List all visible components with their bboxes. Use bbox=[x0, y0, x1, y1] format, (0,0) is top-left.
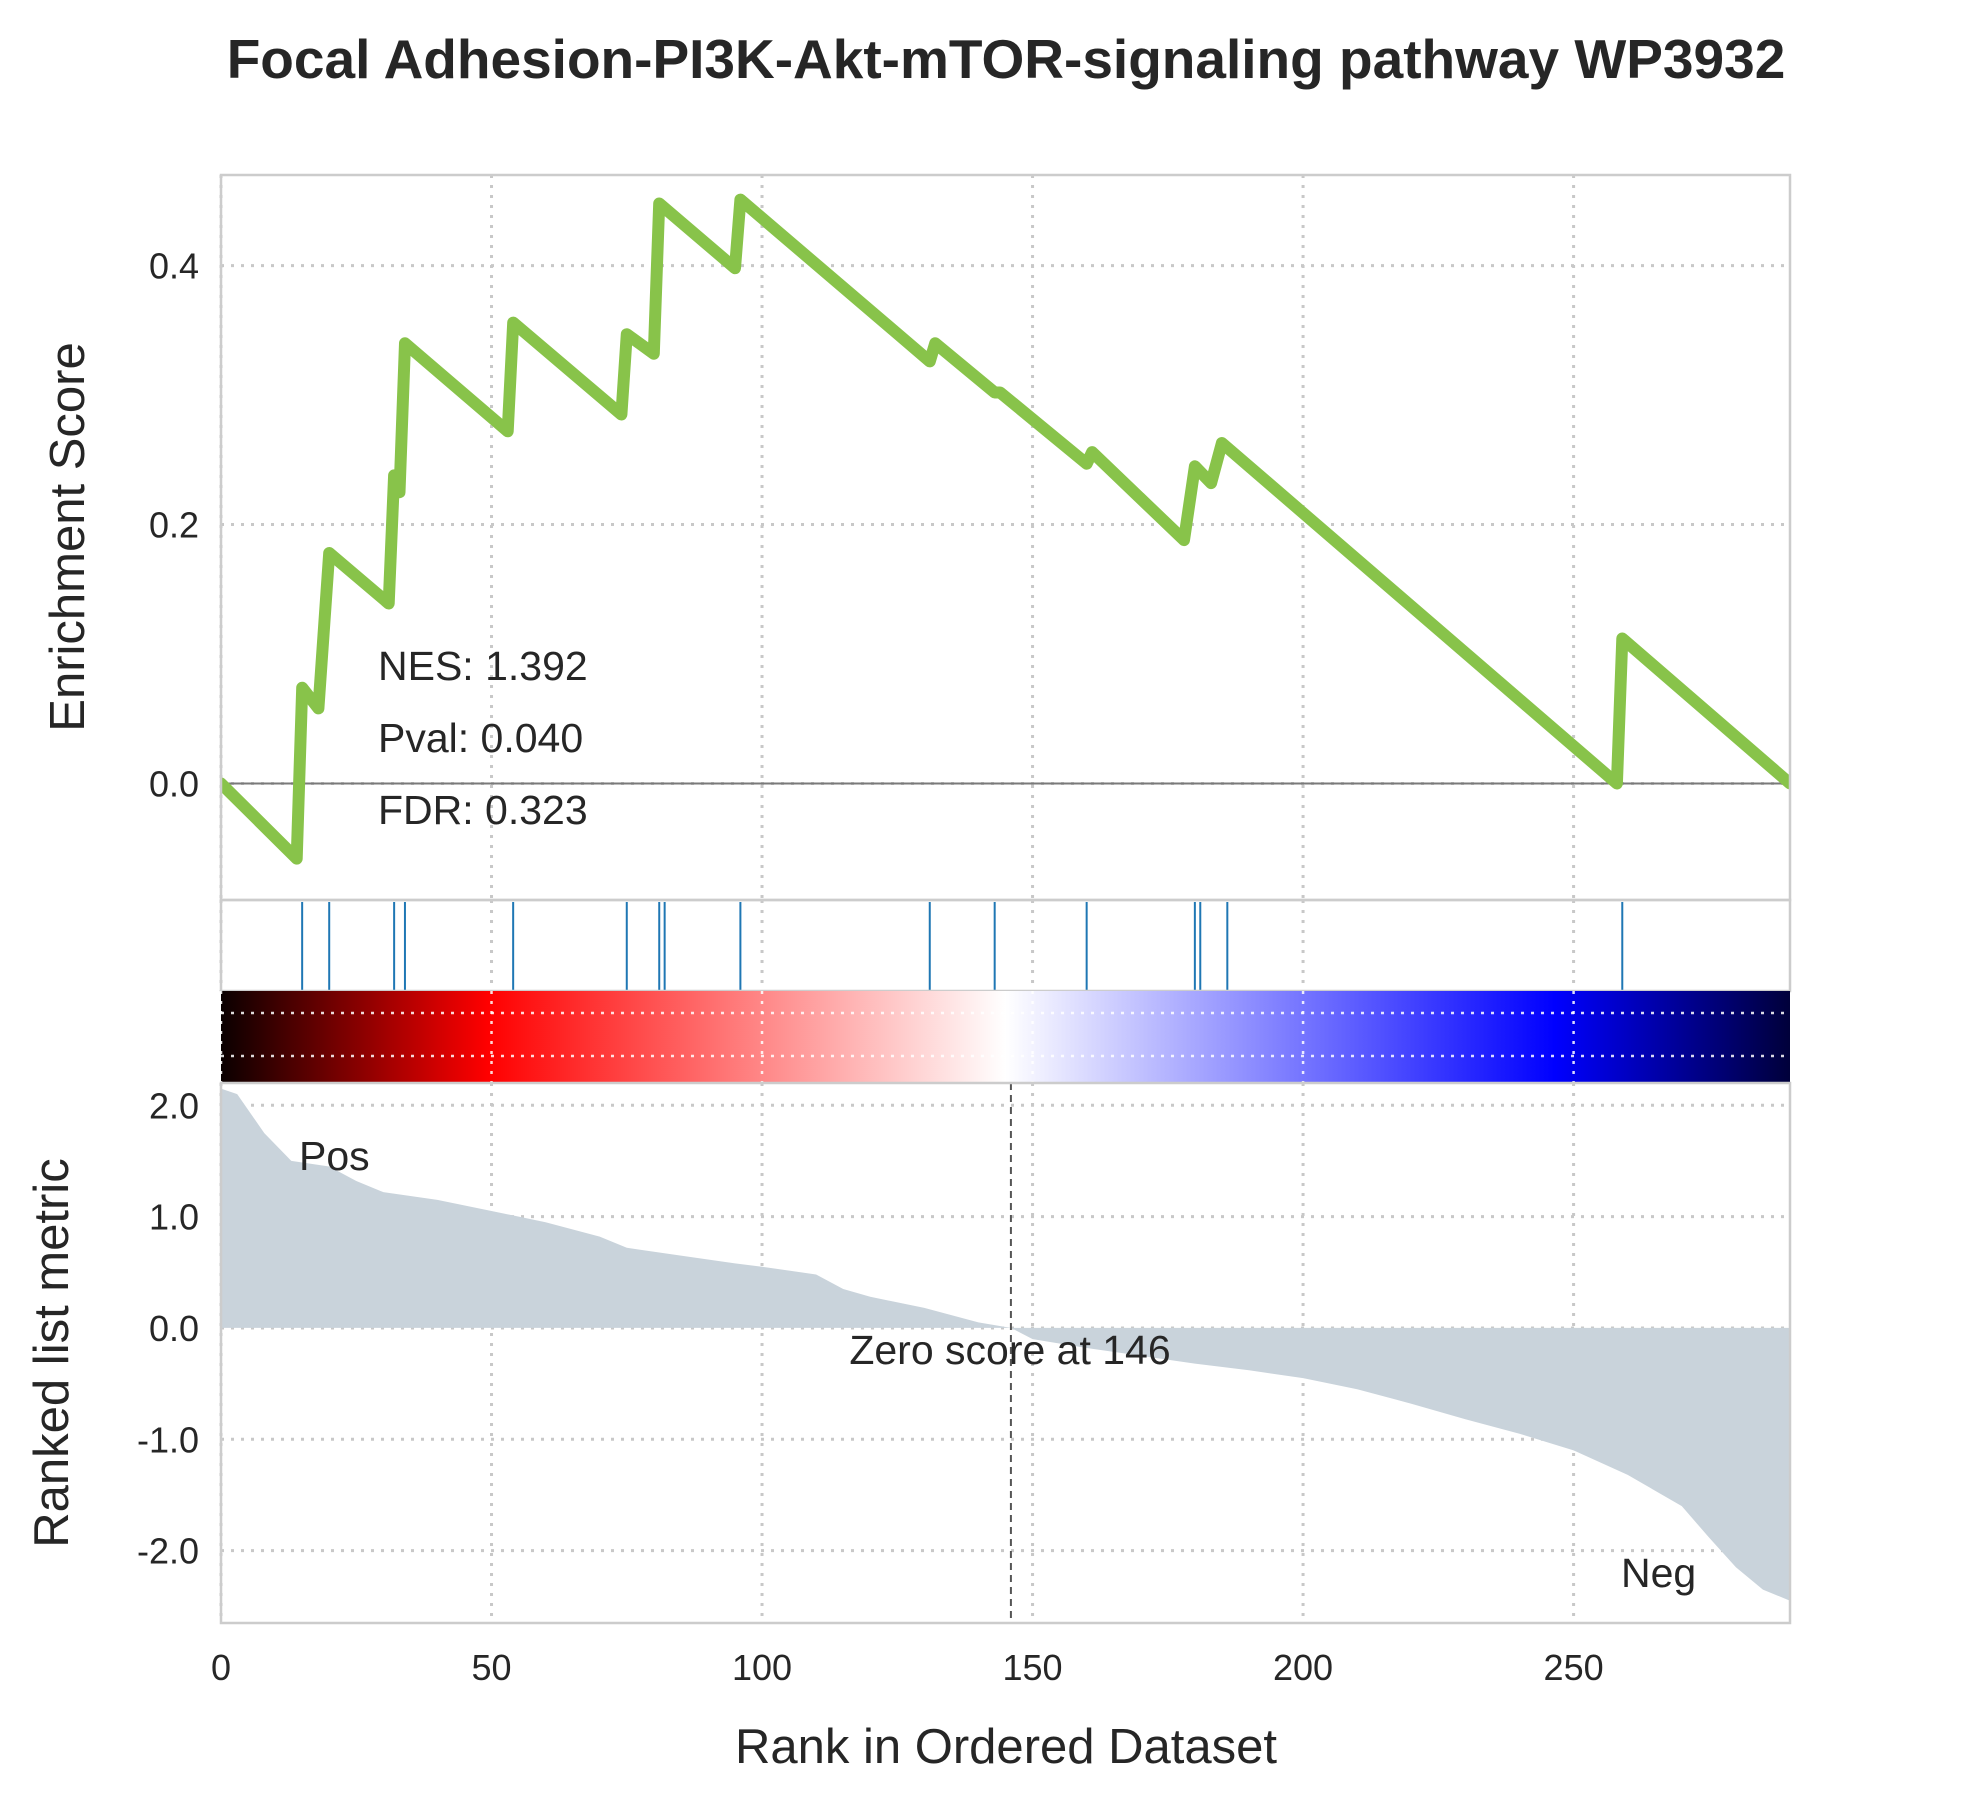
x-axis-ticks: 0 50 100 150 200 250 bbox=[211, 1647, 1604, 1688]
x-tick-label: 200 bbox=[1273, 1647, 1333, 1688]
enrichment-score-line bbox=[221, 193, 1790, 865]
hits-grid bbox=[219, 900, 1576, 991]
x-tick-label: 100 bbox=[732, 1647, 792, 1688]
fdr-label: FDR: 0.323 bbox=[378, 787, 588, 833]
pval-label: Pval: 0.040 bbox=[378, 715, 583, 761]
enrichment-y-tick-label: 0.0 bbox=[149, 763, 199, 804]
ranked-metric-y-axis-label: Ranked list metric bbox=[25, 1158, 79, 1547]
enrichment-y-ticks: 0.0 0.2 0.4 bbox=[149, 246, 199, 805]
x-tick-label: 0 bbox=[211, 1647, 231, 1688]
rank-colorbar-panel bbox=[219, 991, 1790, 1083]
enrichment-score-panel: 0.0 0.2 0.4 NES: 1.392 Pval: 0.040 FDR: 0.… bbox=[149, 173, 1792, 902]
zero-score-label: Zero score at 146 bbox=[849, 1327, 1170, 1373]
gene-hits-panel bbox=[219, 898, 1792, 993]
enrichment-y-tick-label: 0.2 bbox=[149, 505, 199, 546]
rank-colorbar bbox=[221, 991, 1790, 1083]
x-axis-label: Rank in Ordered Dataset bbox=[735, 1720, 1277, 1774]
nes-label: NES: 1.392 bbox=[378, 643, 588, 689]
ranked-metric-panel: 2.0 1.0 0.0 -1.0 -2.0 Pos Neg Zero score at … bbox=[137, 1081, 1792, 1625]
ranked-metric-y-ticks: 2.0 1.0 0.0 -1.0 -2.0 bbox=[137, 1085, 199, 1571]
x-tick-label: 250 bbox=[1544, 1647, 1604, 1688]
ranked-metric-frame bbox=[219, 1081, 1792, 1625]
ranked-metric-y-tick-label: -2.0 bbox=[137, 1531, 199, 1572]
x-tick-label: 150 bbox=[1003, 1647, 1063, 1688]
hits-frame bbox=[219, 898, 1792, 993]
neg-label: Neg bbox=[1621, 1550, 1696, 1596]
pos-label: Pos bbox=[299, 1133, 370, 1179]
enrichment-y-tick-label: 0.4 bbox=[149, 246, 199, 287]
colorbar-grid bbox=[219, 991, 1790, 1083]
enrichment-y-axis-label: Enrichment Score bbox=[41, 342, 95, 731]
ranked-metric-y-tick-label: 1.0 bbox=[149, 1197, 199, 1238]
ranked-metric-y-tick-label: 0.0 bbox=[149, 1308, 199, 1349]
x-tick-label: 50 bbox=[471, 1647, 511, 1688]
gene-hit-marks bbox=[301, 902, 1624, 990]
ranked-metric-y-tick-label: -1.0 bbox=[137, 1419, 199, 1460]
ranked-metric-y-tick-label: 2.0 bbox=[149, 1085, 199, 1126]
chart-title: Focal Adhesion-PI3K-Akt-mTOR-signaling p… bbox=[227, 28, 1786, 90]
ranked-metric-area bbox=[221, 1088, 1790, 1601]
